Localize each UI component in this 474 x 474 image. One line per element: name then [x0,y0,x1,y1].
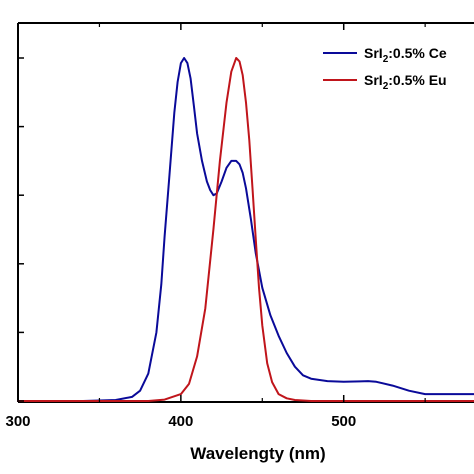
series-line-1 [17,57,474,402]
series-layer [17,57,474,402]
x-tick-label: 400 [168,413,193,430]
x-tick-label: 500 [331,413,356,430]
series-line-2 [17,57,474,402]
legend: SrI2:0.5% Ce SrI2:0.5% Eu [323,45,447,92]
ticks-layer: 300 400 500 [5,23,426,430]
x-tick-label: 300 [5,413,30,430]
legend-label: SrI2:0.5% Eu [364,72,447,92]
legend-label: SrI2:0.5% Ce [364,45,447,65]
x-axis-title: Wavelengty (nm) [190,444,325,463]
